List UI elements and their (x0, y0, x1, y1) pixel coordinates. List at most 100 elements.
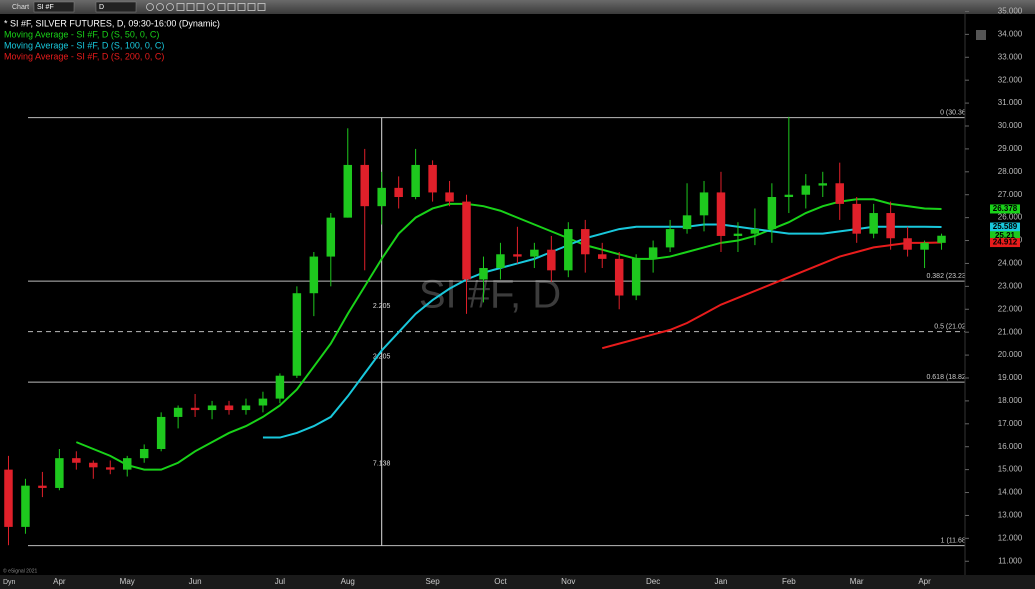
mode-label[interactable]: Dyn (3, 579, 16, 586)
x-tick-label: Jan (715, 577, 728, 586)
legend-entry: Moving Average - SI #F, D (S, 100, 0, C) (4, 40, 164, 50)
app-label[interactable]: Chart (12, 4, 29, 11)
candle-body (326, 217, 336, 257)
x-tick-label: Mar (850, 577, 864, 586)
y-tick-label: 18.000 (998, 396, 1023, 405)
candle-body (394, 187, 403, 198)
x-tick-label: Oct (494, 577, 507, 586)
expand-button[interactable] (976, 30, 986, 40)
candle-body (139, 449, 149, 459)
candle-body (750, 229, 760, 234)
candle-body (21, 485, 30, 527)
candle-body (631, 258, 641, 296)
candle-body (445, 192, 454, 202)
moving-average-line (262, 223, 942, 439)
candle-body (852, 203, 861, 234)
y-tick-label: 12.000 (998, 533, 1023, 542)
y-tick-label: 26.000 (998, 213, 1023, 222)
candle-body (72, 458, 81, 463)
x-tick-label: May (120, 577, 135, 586)
overlay: 11.000 12.000 13.000 14.000 15.000 16.000 17.0… (4, 7, 1023, 587)
legend-entry: Moving Average - SI #F, D (S, 200, 0, C) (4, 51, 164, 61)
candle-body (190, 407, 200, 411)
candle-body (784, 194, 794, 198)
toolbar (0, 0, 1035, 14)
y-tick-label: 27.000 (998, 190, 1023, 199)
price-tag-label: 25.589 (993, 222, 1018, 231)
candle-body (801, 185, 811, 195)
y-tick-label: 29.000 (998, 144, 1023, 153)
candle-body (564, 229, 573, 271)
candle-body (614, 258, 624, 296)
candle-body (428, 164, 437, 193)
y-tick-label: 28.000 (998, 167, 1023, 176)
y-tick-label: 35.000 (998, 7, 1023, 16)
x-tick-label: Jun (189, 577, 202, 586)
y-tick-label: 23.000 (998, 281, 1023, 290)
price-tag (990, 238, 1020, 248)
moving-average-line (75, 198, 942, 471)
candle-body (241, 405, 251, 411)
y-tick-label: 31.000 (998, 98, 1023, 107)
symbol-input[interactable]: SI #F (37, 4, 54, 11)
y-tick-label: 13.000 (998, 511, 1023, 520)
candle-body (835, 183, 844, 204)
y-tick-label: 22.000 (998, 304, 1023, 313)
plot-area: SI #F, D 0 (30.368) 0.382 (23.230) 0.5 (21.… (4, 109, 972, 547)
x-tick-label: Dec (646, 577, 660, 586)
candle-body (411, 164, 420, 198)
candle-body (597, 254, 607, 259)
y-tick-label: 20.000 (998, 350, 1023, 359)
y-tick-label: 32.000 (998, 75, 1023, 84)
y-tick-label: 17.000 (998, 419, 1023, 428)
y-tick-label: 19.000 (998, 373, 1023, 382)
price-tag-label: 26.378 (993, 204, 1018, 213)
fib-range-label: 2.205 (373, 354, 391, 361)
symbol-box[interactable] (33, 1, 75, 13)
candle-body (581, 229, 590, 255)
price-tag-label: 25.21 (995, 231, 1016, 240)
candle-body (122, 458, 132, 470)
price-tag-label: 24.912 (993, 238, 1018, 247)
candle-body (258, 398, 268, 406)
candle-body (937, 235, 946, 243)
fib-label: 0.618 (18.820) (926, 374, 972, 381)
candle-body (648, 247, 658, 259)
candle-body (530, 249, 539, 257)
candle-body (106, 467, 115, 470)
candle-body (156, 416, 166, 450)
candle-body (479, 268, 488, 280)
fib-label: 0.382 (23.230) (926, 273, 972, 280)
candle-body (360, 164, 369, 207)
candle-body (89, 462, 98, 468)
candle-body (699, 192, 709, 216)
candle-body (869, 213, 878, 234)
candle-body (292, 293, 302, 376)
interval-box[interactable] (95, 1, 137, 13)
candle-body (920, 242, 929, 250)
candle-body (547, 249, 556, 271)
candle-body (4, 469, 13, 527)
x-tick-label: Nov (561, 577, 575, 586)
legend-entry: Moving Average - SI #F, D (S, 50, 0, C) (4, 29, 159, 39)
interval-input[interactable]: D (99, 4, 104, 11)
watermark: SI #F, D (419, 273, 561, 317)
x-tick-label: Aug (341, 577, 355, 586)
price-axis (965, 14, 1035, 589)
candle-body (462, 201, 471, 280)
y-tick-label: 21.000 (998, 327, 1023, 336)
toolbar-icons[interactable] (146, 3, 266, 11)
candle-body (818, 183, 828, 186)
chart-title: * SI #F, SILVER FUTURES, D, 09:30-16:00 … (4, 18, 220, 28)
candle-body (343, 164, 353, 218)
candle-body (767, 197, 777, 230)
candle-body (733, 233, 743, 236)
time-axis (0, 575, 1035, 589)
candle-body (682, 215, 692, 230)
candle-body (886, 213, 895, 239)
x-tick-label: Apr (53, 577, 66, 586)
candle-body (207, 405, 217, 411)
candle-body (377, 187, 386, 207)
